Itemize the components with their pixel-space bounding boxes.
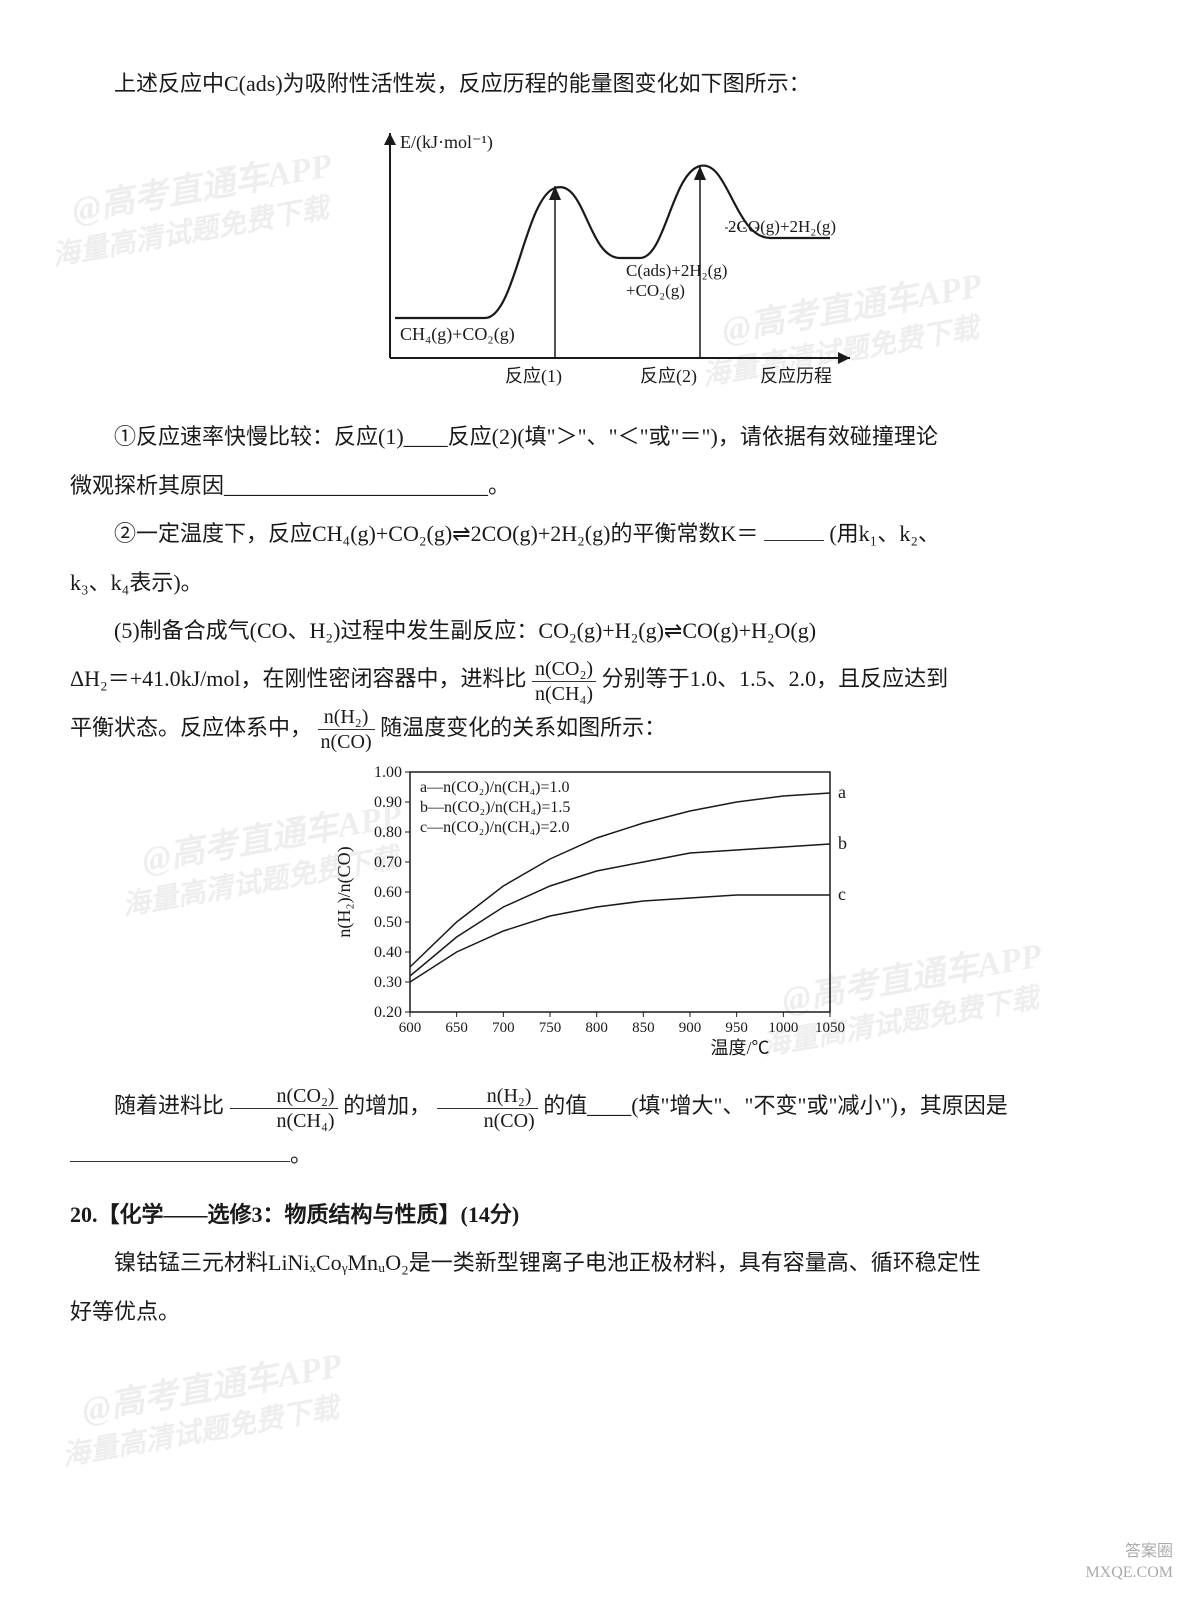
q5-frac-4: n(H₂) n(CO) (437, 1086, 538, 1131)
q5-frac-1: n(CO₂) n(CH₄) (532, 659, 596, 704)
intermediate-label-1: C(ads)+2H₂(g) (626, 261, 727, 280)
svg-text:0.30: 0.30 (374, 974, 402, 991)
svg-text:温度/℃: 温度/℃ (710, 1038, 769, 1058)
frac-num: n(H₂) (437, 1086, 538, 1109)
energy-diagram: E/(kJ·mol⁻¹) CH₄(g)+CO₂(g) C(ads)+2H₂(g)… (330, 118, 870, 398)
q2-blank (764, 515, 824, 541)
svg-text:a—n(CO₂)/n(CH₄)=1.0: a—n(CO₂)/n(CH₄)=1.0 (420, 779, 570, 796)
svg-text:700: 700 (492, 1020, 515, 1036)
q20-title: 20.【化学——选修3：物质结构与性质】(14分) (70, 1191, 1129, 1239)
svg-text:1000: 1000 (768, 1020, 798, 1036)
reactant-label: CH₄(g)+CO₂(g) (400, 324, 515, 345)
q20-body: 镍钴锰三元材料LiNiₓCoᵧMnᵤO₂是一类新型锂离子电池正极材料，具有容量高… (70, 1239, 1129, 1287)
q5-intro: (5)制备合成气(CO、H₂)过程中发生副反应：CO₂(g)+H₂(g)⇌CO(… (70, 607, 1129, 655)
intro-text: 上述反应中C(ads)为吸附性活性炭，反应历程的能量图变化如下图所示： (70, 60, 1129, 108)
svg-text:b—n(CO₂)/n(CH₄)=1.5: b—n(CO₂)/n(CH₄)=1.5 (420, 799, 570, 816)
q5-line2-a: ΔH₂＝+41.0kJ/mol，在刚性密闭容器中，进料比 (70, 666, 527, 691)
frac-den: n(CO) (318, 730, 375, 752)
y-axis-label: E/(kJ·mol⁻¹) (400, 132, 493, 153)
frac-num: n(H₂) (318, 707, 375, 730)
q2-line2: k₃、k₄表示)。 (70, 559, 1129, 607)
q1-line1: ①反应速率快慢比较：反应(1)____反应(2)(填"＞"、"＜"或"＝")，请… (70, 413, 1129, 461)
svg-text:c—n(CO₂)/n(CH₄)=2.0: c—n(CO₂)/n(CH₄)=2.0 (420, 819, 570, 836)
q1-line2: 微观探析其原因________________________。 (70, 462, 1129, 510)
q2-line1: ②一定温度下，反应CH₄(g)+CO₂(g)⇌2CO(g)+2H₂(g)的平衡常… (70, 510, 1129, 558)
svg-text:850: 850 (632, 1020, 655, 1036)
q5-line2-b: 分别等于1.0、1.5、2.0，且反应达到 (602, 666, 949, 691)
svg-text:0.90: 0.90 (374, 794, 402, 811)
svg-text:800: 800 (585, 1020, 608, 1036)
watermark: 海量高清试题免费下载 (49, 186, 332, 274)
footer-watermark: 答案圈 MXQE.COM (1085, 1542, 1173, 1584)
frac-num: n(CO₂) (230, 1086, 338, 1109)
svg-text:950: 950 (725, 1020, 748, 1036)
svg-text:0.60: 0.60 (374, 884, 402, 901)
q5-line3-b: 随温度变化的关系如图所示： (380, 715, 666, 740)
q1-cont: 微观探析其原因________________________。 (70, 473, 510, 498)
svg-text:900: 900 (678, 1020, 701, 1036)
footer-line2: MXQE.COM (1085, 1563, 1173, 1584)
product-label: 2CO(g)+2H₂(g) (728, 217, 836, 236)
q5-line3: 平衡状态。反应体系中， n(H₂) n(CO) 随温度变化的关系如图所示： (70, 704, 1129, 752)
svg-text:0.20: 0.20 (374, 1004, 402, 1021)
q5-blankline: 。 (70, 1131, 1129, 1179)
svg-text:0.80: 0.80 (374, 824, 402, 841)
footer-line1: 答案圈 (1085, 1542, 1173, 1563)
frac-den: n(CH₄) (230, 1109, 338, 1131)
svg-text:b: b (838, 833, 847, 853)
svg-text:1.00: 1.00 (374, 764, 402, 781)
watermark: @高考直通车APP (78, 1338, 345, 1432)
frac-den: n(CH₄) (532, 682, 596, 704)
svg-text:a: a (838, 782, 846, 802)
intermediate-label-2: +CO₂(g) (626, 281, 685, 300)
q5-conc-b: 的增加， (343, 1093, 431, 1118)
x-marker-2: 反应(2) (640, 366, 697, 387)
x-marker-1: 反应(1) (505, 366, 562, 387)
q20-body2: 好等优点。 (70, 1288, 1129, 1336)
frac-num: n(CO₂) (532, 659, 596, 682)
blank-answer (70, 1135, 290, 1161)
svg-text:650: 650 (445, 1020, 468, 1036)
q5-line3-a: 平衡状态。反应体系中， (70, 715, 312, 740)
q2-text-a: ②一定温度下，反应CH₄(g)+CO₂(g)⇌2CO(g)+2H₂(g)的平衡常… (114, 521, 758, 546)
svg-text:0.70: 0.70 (374, 854, 402, 871)
q5-line2: ΔH₂＝+41.0kJ/mol，在刚性密闭容器中，进料比 n(CO₂) n(CH… (70, 655, 1129, 703)
svg-text:1050: 1050 (815, 1020, 845, 1036)
watermark: @高考直通车APP (68, 138, 335, 232)
x-axis-label: 反应历程 (760, 366, 832, 386)
q5-conclusion: 随着进料比 n(CO₂) n(CH₄) 的增加， n(H₂) n(CO) 的值_… (70, 1082, 1129, 1130)
frac-den: n(CO) (437, 1109, 538, 1131)
svg-text:0.50: 0.50 (374, 914, 402, 931)
q5-frac-3: n(CO₂) n(CH₄) (230, 1086, 338, 1131)
svg-text:c: c (838, 884, 846, 904)
svg-text:0.40: 0.40 (374, 944, 402, 961)
q5-conc-c: 的值____(填"增大"、"不变"或"减小")，其原因是 (543, 1093, 1008, 1118)
svg-text:600: 600 (398, 1020, 421, 1036)
q2-text-b: (用k₁、k₂、 (829, 521, 940, 546)
q5-conc-a: 随着进料比 (114, 1093, 224, 1118)
watermark: 海量高清试题免费下载 (59, 1386, 342, 1474)
q5-frac-2: n(H₂) n(CO) (318, 707, 375, 752)
svg-text:750: 750 (538, 1020, 561, 1036)
ratio-chart: 0.20 0.30 0.40 0.50 0.60 0.70 0.80 0.90 1.00 600 6… (330, 752, 870, 1072)
svg-text:n(H₂)/n(CO): n(H₂)/n(CO) (334, 847, 355, 938)
